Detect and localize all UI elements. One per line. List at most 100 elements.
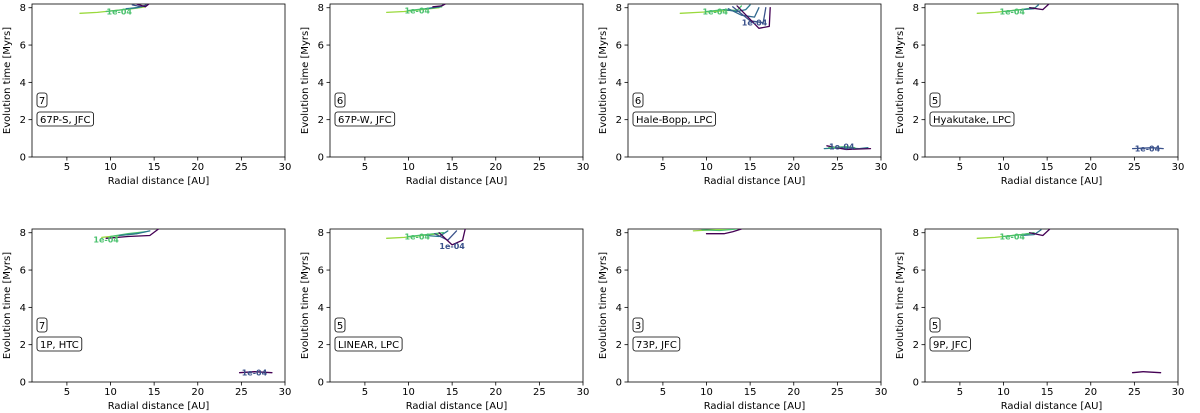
panel-label: 1P, HTC	[40, 340, 79, 351]
x-tick-label: 30	[1172, 162, 1185, 173]
y-tick-label: 0	[20, 153, 26, 164]
panel-number: 7	[39, 96, 45, 107]
panel-number: 3	[635, 321, 641, 332]
panel-number: 6	[337, 96, 343, 107]
contour-line	[238, 371, 273, 374]
x-tick-label: 5	[64, 387, 70, 398]
y-tick-label: 6	[616, 266, 622, 277]
y-tick-label: 2	[20, 115, 26, 126]
contour-label: 1e-04	[107, 7, 133, 16]
contour-line	[828, 146, 856, 149]
x-axis-label: Radial distance [AU]	[1001, 176, 1103, 187]
y-axis-label: Evolution time [Myrs]	[2, 27, 13, 134]
y-tick-label: 6	[20, 266, 26, 277]
panel-number-box	[36, 317, 48, 333]
x-tick-label: 15	[1041, 162, 1054, 173]
x-tick-label: 30	[279, 387, 292, 398]
y-tick-label: 4	[616, 78, 622, 89]
y-axis-label: Evolution time [Myrs]	[598, 252, 609, 359]
y-tick-label: 8	[913, 3, 919, 14]
x-tick-label: 5	[660, 387, 666, 398]
x-tick-label: 20	[489, 387, 502, 398]
plot-frame	[31, 3, 286, 158]
panel-label: 67P-W, JFC	[338, 115, 392, 126]
contour-line	[105, 229, 160, 239]
y-tick-label: 0	[616, 153, 622, 164]
y-axis-label: Evolution time [Myrs]	[895, 27, 906, 134]
y-tick-label: 8	[20, 228, 26, 239]
x-axis-label: Radial distance [AU]	[1001, 401, 1103, 412]
contour-group: 1e-04	[386, 4, 446, 16]
contour-line	[705, 229, 743, 235]
panel-number-box	[36, 92, 48, 108]
x-tick-label: 30	[577, 162, 590, 173]
x-axis-label: Radial distance [AU]	[108, 176, 210, 187]
plot-frame	[924, 3, 1179, 158]
y-tick-label: 0	[616, 378, 622, 389]
y-axis-label: Evolution time [Myrs]	[2, 252, 13, 359]
x-tick-label: 15	[744, 162, 757, 173]
chart-panel-3: 5 10 15 20 25 30 0 2 4 6 8 Radial distance [AU] Evol…	[598, 3, 887, 187]
plot-frame	[627, 228, 882, 383]
panel-label-box	[929, 111, 1015, 127]
y-tick-label: 4	[20, 78, 26, 89]
y-tick-label: 8	[318, 228, 324, 239]
y-tick-label: 6	[616, 41, 622, 52]
panel-number-box	[632, 317, 644, 333]
chart-panel-5: 5 10 15 20 25 30 0 2 4 6 8 Radial distance [AU] Evol…	[2, 228, 291, 412]
x-tick-label: 10	[402, 387, 415, 398]
contour-line	[1020, 229, 1042, 237]
contour-line	[736, 5, 771, 29]
x-tick-label: 25	[831, 162, 844, 173]
y-tick-label: 6	[913, 266, 919, 277]
contour-label: 1e-04	[439, 242, 465, 251]
x-tick-label: 25	[831, 387, 844, 398]
y-axis-label: Evolution time [Myrs]	[895, 252, 906, 359]
x-tick-label: 5	[957, 162, 963, 173]
x-tick-label: 15	[148, 162, 161, 173]
contour-group: 1e-04 1e-04 1e-04	[679, 4, 872, 152]
contour-group: 1e-04 1e-04	[976, 4, 1164, 154]
y-axis-label: Evolution time [Myrs]	[300, 252, 311, 359]
contour-line	[1131, 147, 1164, 150]
panel-label-box	[334, 111, 396, 127]
panel-number-box	[929, 92, 941, 108]
y-tick-label: 6	[913, 41, 919, 52]
contour-line	[701, 229, 738, 232]
x-tick-label: 25	[235, 387, 248, 398]
x-tick-label: 5	[362, 162, 368, 173]
x-tick-label: 10	[104, 387, 117, 398]
y-tick-label: 0	[913, 153, 919, 164]
y-tick-label: 2	[913, 115, 919, 126]
contour-label: 1e-04	[405, 232, 431, 241]
x-tick-label: 15	[148, 387, 161, 398]
x-tick-label: 15	[446, 162, 459, 173]
x-tick-label: 20	[787, 162, 800, 173]
panel-label-box	[36, 336, 83, 352]
y-tick-label: 4	[318, 303, 324, 314]
contour-group: 1e-04 1e-04	[93, 229, 273, 378]
contour-group: 1e-04	[976, 229, 1162, 374]
contour-label: 1e-04	[742, 19, 768, 28]
panel-label-box	[632, 336, 681, 352]
x-axis-label: Radial distance [AU]	[108, 401, 210, 412]
panel-label: LINEAR, LPC	[338, 340, 399, 351]
panel-label: 67P-S, JFC	[40, 115, 91, 126]
x-tick-label: 10	[700, 162, 713, 173]
contour-line	[1131, 371, 1162, 374]
plot-frame	[627, 3, 882, 158]
contour-label: 1e-04	[242, 369, 268, 378]
panel-label: 9P, JFC	[933, 340, 967, 351]
x-tick-label: 15	[446, 387, 459, 398]
chart-panel-6: 5 10 15 20 25 30 0 2 4 6 8 Radial distance [AU] Evol…	[300, 228, 589, 412]
x-tick-label: 20	[1084, 387, 1097, 398]
y-tick-label: 6	[20, 41, 26, 52]
panel-label: Hale-Bopp, LPC	[636, 115, 712, 126]
x-tick-label: 20	[1084, 162, 1097, 173]
y-tick-label: 8	[318, 3, 324, 14]
x-tick-label: 15	[744, 387, 757, 398]
y-tick-label: 4	[20, 303, 26, 314]
panel-label-box	[36, 111, 94, 127]
y-tick-label: 8	[913, 228, 919, 239]
